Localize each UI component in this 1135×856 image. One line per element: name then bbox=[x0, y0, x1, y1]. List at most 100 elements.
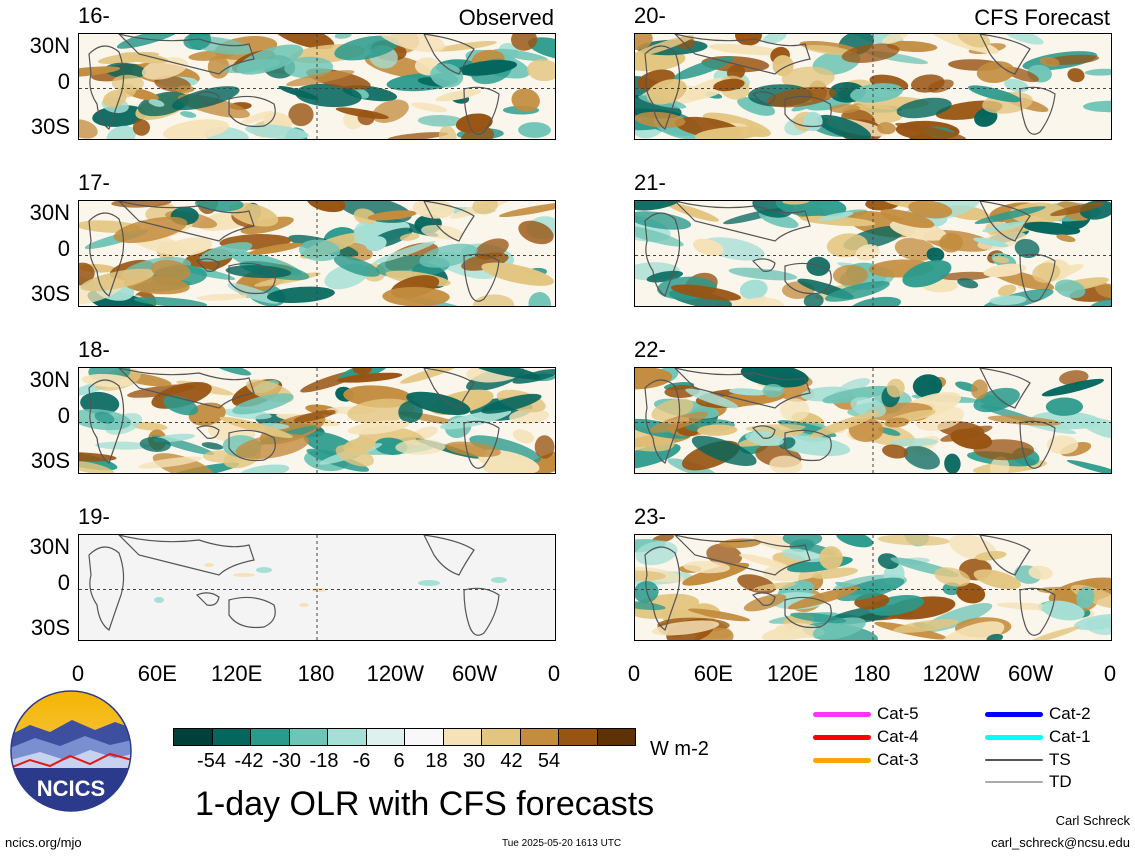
olr-anomaly-blob bbox=[373, 241, 436, 264]
colorbar-tick-label: -42 bbox=[234, 750, 264, 772]
olr-map bbox=[78, 33, 556, 140]
olr-anomaly-blob bbox=[739, 553, 790, 569]
storm-legend-label: Cat-5 bbox=[877, 704, 919, 723]
olr-anomaly-blob bbox=[968, 85, 1021, 103]
olr-anomaly-blob bbox=[398, 400, 423, 423]
coastline bbox=[463, 86, 500, 135]
olr-anomaly-blob bbox=[272, 34, 335, 50]
storm-legend-label: Cat-2 bbox=[1049, 704, 1091, 723]
olr-anomaly-blob bbox=[1095, 282, 1111, 299]
storm-legend-label: Cat-3 bbox=[877, 750, 919, 769]
coastline bbox=[644, 45, 681, 130]
olr-anomaly-blob bbox=[706, 543, 743, 567]
olr-anomaly-blob bbox=[232, 393, 294, 415]
latitude-label: 30N bbox=[29, 200, 70, 225]
olr-anomaly-blob bbox=[512, 429, 535, 444]
storm-legend-line bbox=[985, 781, 1043, 783]
olr-anomaly-blob bbox=[940, 271, 993, 281]
olr-anomaly-blob bbox=[1084, 68, 1111, 76]
latitude-label: 30S bbox=[30, 281, 70, 306]
olr-anomaly-blob bbox=[635, 111, 686, 128]
longitude-label: 120W bbox=[922, 661, 981, 686]
olr-anomaly-blob bbox=[790, 612, 847, 624]
olr-anomaly-blob bbox=[983, 263, 1027, 278]
colorbar-tick-label: 42 bbox=[500, 750, 523, 772]
olr-anomaly-blob bbox=[240, 110, 274, 125]
olr-anomaly-blob bbox=[1028, 565, 1053, 580]
olr-anomaly-blob bbox=[204, 563, 214, 567]
storm-legend-item: Cat-4 bbox=[813, 727, 919, 747]
coastline bbox=[195, 258, 220, 272]
olr-anomaly-blob bbox=[782, 535, 823, 547]
olr-anomaly-blob bbox=[498, 202, 555, 218]
olr-anomaly-blob bbox=[235, 433, 309, 460]
colorbar-swatch bbox=[328, 729, 367, 745]
coastline bbox=[784, 95, 832, 128]
olr-anomaly-blob bbox=[1014, 238, 1040, 259]
olr-anomaly-blob bbox=[132, 422, 168, 431]
olr-anomaly-blob bbox=[803, 293, 824, 306]
olr-anomaly-blob bbox=[893, 619, 959, 633]
coastline bbox=[463, 420, 500, 469]
panel-source-label: CFS Forecast bbox=[974, 5, 1110, 30]
longitude-label: 0 bbox=[1103, 661, 1117, 686]
figure-title: 1-day OLR with CFS forecasts bbox=[195, 785, 655, 823]
olr-anomaly-blob bbox=[1088, 298, 1111, 306]
olr-anomaly-blob bbox=[353, 221, 372, 244]
coastline bbox=[463, 253, 500, 302]
coastline bbox=[1019, 253, 1056, 302]
footer-author: Carl Schreck bbox=[1055, 813, 1130, 828]
olr-anomaly-blob bbox=[895, 122, 967, 139]
olr-anomaly-blob bbox=[886, 378, 905, 398]
olr-anomaly-blob bbox=[92, 105, 147, 127]
olr-anomaly-blob bbox=[382, 286, 450, 306]
olr-anomaly-blob bbox=[973, 439, 1034, 461]
colorbar-tick-label: -18 bbox=[309, 750, 339, 772]
longitude-label: 0 bbox=[71, 661, 85, 686]
olr-anomaly-blob bbox=[138, 456, 203, 469]
latitude-label: 0 bbox=[57, 236, 70, 261]
colorbar-tick-label: -54 bbox=[197, 750, 226, 772]
colorbar-swatch bbox=[174, 729, 213, 745]
coastline bbox=[118, 535, 255, 576]
olr-anomaly-blob bbox=[737, 97, 776, 116]
colorbar-tick-label: -6 bbox=[352, 750, 371, 772]
olr-map-svg bbox=[635, 368, 1111, 473]
olr-anomaly-blob bbox=[880, 209, 935, 229]
storm-legend-label: TS bbox=[1049, 750, 1071, 769]
latitude-label: 30N bbox=[29, 534, 70, 559]
coastline bbox=[118, 34, 255, 75]
olr-anomaly-blob bbox=[336, 372, 403, 383]
olr-anomaly-blob bbox=[79, 460, 115, 473]
storm-legend-line bbox=[985, 759, 1043, 761]
olr-anomaly-blob bbox=[708, 43, 783, 56]
longitude-label: 60E bbox=[693, 661, 733, 686]
coastline bbox=[751, 425, 776, 439]
olr-anomaly-blob bbox=[957, 34, 990, 48]
olr-anomaly-blob bbox=[992, 256, 1010, 264]
latitude-label: 0 bbox=[57, 570, 70, 595]
olr-anomaly-blob bbox=[903, 445, 940, 470]
olr-anomaly-blob bbox=[694, 126, 764, 139]
olr-anomaly-blob bbox=[841, 43, 900, 63]
coastline bbox=[1019, 420, 1056, 469]
olr-anomaly-blob bbox=[800, 215, 876, 227]
olr-anomaly-blob bbox=[387, 132, 449, 139]
olr-anomaly-blob bbox=[836, 535, 874, 548]
coastline bbox=[88, 379, 125, 464]
olr-anomaly-blob bbox=[635, 581, 659, 603]
coastline bbox=[228, 95, 276, 128]
olr-anomaly-blob bbox=[1032, 262, 1061, 283]
olr-anomaly-blob bbox=[79, 66, 121, 78]
olr-anomaly-blob bbox=[635, 201, 682, 211]
coastline bbox=[674, 368, 811, 409]
olr-anomaly-blob bbox=[673, 56, 734, 80]
olr-anomaly-blob bbox=[491, 577, 507, 583]
colorbar-swatch bbox=[251, 729, 290, 745]
coastline bbox=[195, 91, 220, 105]
olr-anomaly-blob bbox=[877, 535, 950, 546]
olr-anomaly-blob bbox=[509, 408, 549, 424]
olr-anomaly-blob bbox=[944, 453, 961, 473]
olr-anomaly-blob bbox=[1067, 68, 1085, 83]
olr-anomaly-blob bbox=[908, 201, 953, 219]
